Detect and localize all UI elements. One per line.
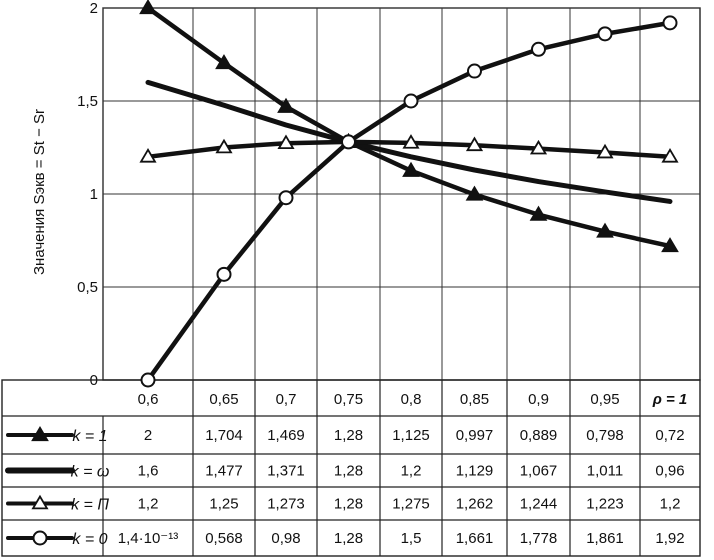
marker-filled-triangle: [277, 97, 295, 113]
x-tick-label: 0,65: [209, 391, 238, 408]
legend-entry: k = ω: [5, 464, 110, 481]
marker-filled-triangle: [529, 205, 548, 221]
table-cell: 1,28: [334, 530, 363, 547]
legend-label: k = ω: [71, 464, 110, 481]
series-line: [145, 79, 673, 204]
table-cell: 1,5: [401, 530, 422, 547]
table-cell: 2: [144, 427, 152, 444]
table-cell: 1,778: [520, 530, 558, 547]
marker-open-circle: [341, 134, 356, 150]
table-cell: 1,6: [138, 463, 159, 480]
table-cell: 0,568: [205, 530, 243, 547]
legend-entry: k = 1: [6, 426, 108, 445]
marker-open-triangle: [402, 134, 420, 149]
marker-filled-triangle: [215, 54, 233, 70]
legend-label: k = 0: [72, 531, 107, 548]
series-line: [145, 20, 673, 383]
table-cell: 1,275: [392, 496, 430, 513]
marker-open-circle: [467, 63, 482, 79]
legend-label: k = Π: [71, 497, 109, 514]
table-cell: 1,371: [267, 463, 305, 480]
series-line: [145, 5, 673, 249]
table-cell: 1,262: [456, 496, 494, 513]
y-tick-label: 1: [90, 186, 98, 203]
marker-filled-triangle: [596, 222, 614, 238]
marker-open-circle: [140, 372, 156, 388]
marker-open-circle: [531, 41, 546, 57]
marker-open-triangle: [277, 134, 295, 150]
table-cell: 1,28: [334, 427, 363, 444]
data-table: 0,6 0,65 0,7 0,75 0,8 0,85 0,9 0,95 ρ = 1 k = 1 2 1…: [1, 379, 701, 557]
marker-open-circle: [216, 266, 232, 282]
marker-open-circle: [403, 93, 419, 109]
marker-filled-triangle: [661, 237, 679, 253]
table-cell: 0,72: [655, 427, 684, 444]
table-cell: 1,244: [520, 496, 558, 513]
marker-open-circle: [32, 530, 48, 546]
marker-open-triangle: [661, 148, 679, 163]
table-cell: 1,4·10⁻¹³: [118, 530, 178, 547]
legend-entry: k = 0: [6, 530, 108, 548]
marker-open-circle: [662, 15, 678, 31]
marker-filled-triangle: [402, 161, 420, 177]
table-cell: 1,469: [267, 427, 305, 444]
table-cell: 0,798: [586, 427, 624, 444]
marker-open-triangle: [215, 138, 233, 154]
marker-open-triangle: [31, 494, 49, 510]
table-cell: 1,2: [660, 496, 681, 513]
table-cell: 0,997: [456, 427, 494, 444]
y-tick-label: 1,5: [77, 93, 98, 110]
table-cell: 1,661: [456, 530, 494, 547]
y-axis-title: Значения Sэкв = St − Sr: [31, 109, 48, 275]
table-cell: 0,889: [520, 427, 558, 444]
y-tick-label: 0,5: [77, 279, 98, 296]
table-cell: 1,25: [209, 496, 238, 513]
table-cell: 1,2: [138, 496, 159, 513]
x-tick-label: 0,6: [138, 391, 159, 408]
x-tick-label: 0,7: [276, 391, 297, 408]
y-tick-label: 2: [90, 0, 98, 17]
table-cell: 1,861: [586, 530, 624, 547]
plot-area: [139, 0, 679, 388]
table-cell: 1,92: [655, 530, 684, 547]
table-cell: 1,704: [205, 427, 243, 444]
x-tick-label: 0,8: [401, 391, 422, 408]
legend-label: k = 1: [72, 428, 107, 445]
table-cell: 1,28: [334, 496, 363, 513]
marker-open-circle: [278, 190, 294, 206]
x-tick-label: 0,95: [590, 391, 619, 408]
table-cell: 1,223: [586, 496, 624, 513]
table-cell: 1,011: [587, 463, 623, 480]
table-cell: 1,2: [401, 463, 422, 480]
series-3: [139, 133, 679, 163]
x-tick-label: ρ = 1: [652, 391, 688, 408]
x-tick-label: 0,9: [528, 391, 549, 408]
marker-open-circle: [597, 26, 613, 42]
marker-open-triangle: [465, 136, 484, 152]
table-cell: 0,98: [271, 530, 300, 547]
marker-open-triangle: [529, 139, 548, 155]
series-2: [145, 79, 673, 204]
table-cell: 1,125: [392, 427, 430, 444]
x-tick-label: 0,75: [334, 391, 363, 408]
series-4: [140, 15, 678, 388]
legend-entry: k = Π: [6, 494, 109, 514]
table-cell: 1,067: [520, 463, 558, 480]
table-cell: 0,96: [655, 463, 684, 480]
table-cell: 1,28: [334, 463, 363, 480]
table-cell: 1,129: [456, 463, 494, 480]
marker-filled-triangle: [465, 185, 484, 201]
marker-open-triangle: [139, 148, 157, 163]
marker-filled-triangle: [139, 0, 157, 15]
table-frame: [1, 379, 701, 557]
y-axis: 00,511,52: [77, 0, 98, 389]
x-tick-label: 0,85: [460, 391, 489, 408]
table-cell: 1,477: [205, 463, 243, 480]
table-cell: 1,273: [267, 496, 305, 513]
marker-filled-triangle: [31, 426, 49, 442]
marker-open-triangle: [596, 143, 614, 159]
